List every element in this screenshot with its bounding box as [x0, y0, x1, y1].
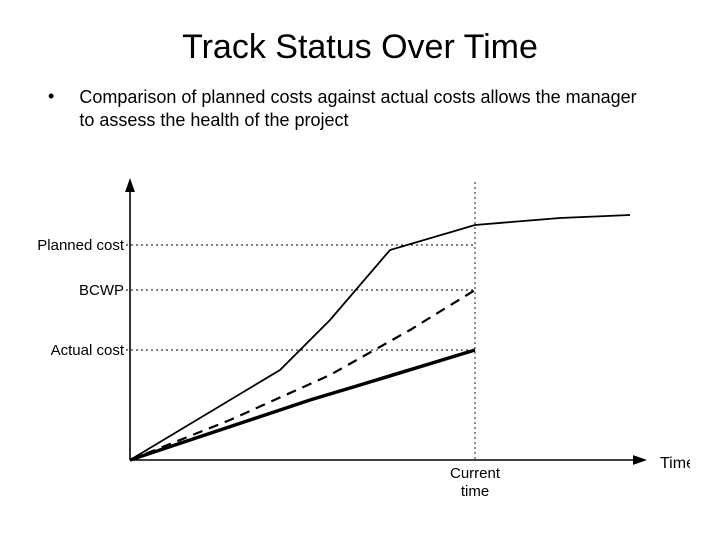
- label-time-axis: Time: [660, 455, 690, 472]
- slide: Track Status Over Time • Comparison of p…: [0, 0, 720, 540]
- bullet-text: Comparison of planned costs against actu…: [79, 86, 654, 131]
- series-actual: [130, 350, 475, 460]
- label-current-time-1: Current: [450, 465, 501, 482]
- label-planned-cost: Planned cost: [37, 237, 125, 254]
- series-planned: [130, 215, 630, 460]
- bullet-item: • Comparison of planned costs against ac…: [48, 86, 658, 131]
- series-bcwp: [130, 290, 475, 460]
- slide-title: Track Status Over Time: [0, 28, 720, 67]
- label-current-time-2: time: [461, 483, 489, 500]
- x-axis-arrow-icon: [633, 455, 647, 465]
- label-bcwp: BCWP: [79, 282, 124, 299]
- y-axis-arrow-icon: [125, 178, 135, 192]
- label-actual-cost: Actual cost: [51, 342, 125, 359]
- cost-chart: Planned cost BCWP Actual cost Current ti…: [30, 170, 690, 500]
- bullet-marker: •: [48, 86, 54, 107]
